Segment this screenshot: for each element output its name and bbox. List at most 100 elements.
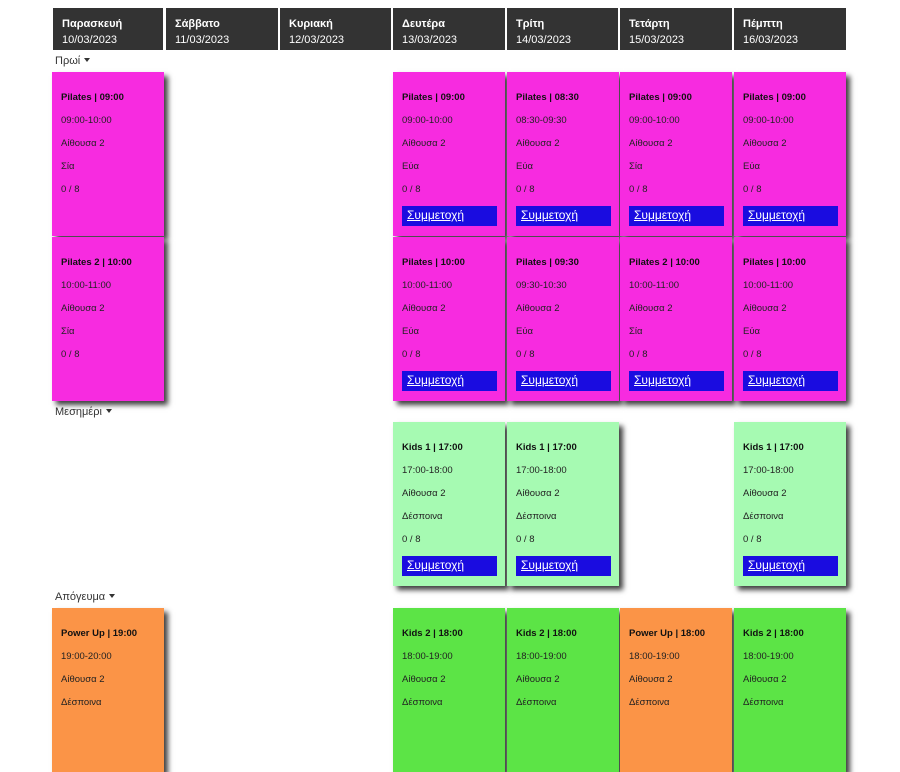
- class-capacity: 0 / 8: [61, 184, 80, 195]
- class-time: 08:30-09:30: [516, 115, 567, 126]
- class-instructor: Δέσποινα: [516, 697, 557, 708]
- class-capacity: 0 / 8: [743, 184, 762, 195]
- class-time: 17:00-18:00: [516, 465, 567, 476]
- section-label: Απόγευμα: [55, 591, 106, 603]
- class-card: Kids 2 | 18:00 18:00-19:00 Αίθουσα 2 Δέσ…: [734, 608, 846, 772]
- class-room: Αίθουσα 2: [402, 138, 446, 149]
- class-room: Αίθουσα 2: [402, 488, 446, 499]
- class-title: Kids 2 | 18:00: [516, 628, 577, 639]
- class-room: Αίθουσα 2: [629, 138, 673, 149]
- day-header-thursday: Πέμπτη 16/03/2023: [734, 8, 846, 50]
- class-room: Αίθουσα 2: [629, 674, 673, 685]
- class-room: Αίθουσα 2: [743, 674, 787, 685]
- class-card: Pilates 2 | 10:00 10:00-11:00 Αίθουσα 2 …: [620, 237, 732, 401]
- class-room: Αίθουσα 2: [516, 488, 560, 499]
- class-instructor: Σία: [629, 161, 643, 172]
- class-time: 18:00-19:00: [629, 651, 680, 662]
- class-title: Kids 1 | 17:00: [402, 442, 463, 453]
- join-button[interactable]: Συμμετοχή: [743, 206, 838, 226]
- day-date: 11/03/2023: [175, 34, 230, 46]
- class-card: Power Up | 18:00 18:00-19:00 Αίθουσα 2 Δ…: [620, 608, 732, 772]
- day-name: Πέμπτη: [743, 18, 783, 30]
- class-room: Αίθουσα 2: [629, 303, 673, 314]
- class-card: Pilates | 10:00 10:00-11:00 Αίθουσα 2 Εύ…: [734, 237, 846, 401]
- class-time: 10:00-11:00: [402, 280, 453, 291]
- class-time: 09:00-10:00: [61, 115, 112, 126]
- day-name: Κυριακή: [289, 18, 333, 30]
- class-title: Pilates | 09:00: [743, 92, 806, 103]
- class-title: Pilates | 09:00: [402, 92, 465, 103]
- join-button[interactable]: Συμμετοχή: [516, 206, 611, 226]
- day-date: 15/03/2023: [629, 34, 685, 46]
- class-time: 18:00-19:00: [402, 651, 453, 662]
- class-capacity: 0 / 8: [402, 534, 421, 545]
- class-title: Power Up | 18:00: [629, 628, 706, 639]
- day-date: 10/03/2023: [62, 34, 118, 46]
- join-button[interactable]: Συμμετοχή: [629, 371, 724, 391]
- class-time: 17:00-18:00: [743, 465, 794, 476]
- section-toggle-noon[interactable]: Μεσημέρι: [55, 406, 112, 418]
- class-card: Pilates | 09:30 09:30-10:30 Αίθουσα 2 Εύ…: [507, 237, 619, 401]
- class-title: Pilates | 09:00: [629, 92, 692, 103]
- day-name: Σάββατο: [175, 18, 220, 30]
- day-header-saturday: Σάββατο 11/03/2023: [166, 8, 278, 50]
- join-button[interactable]: Συμμετοχή: [516, 556, 611, 576]
- class-instructor: Εύα: [743, 161, 761, 172]
- class-card: Pilates | 09:00 09:00-10:00 Αίθουσα 2 Σί…: [620, 72, 732, 236]
- section-toggle-morning[interactable]: Πρωί: [55, 55, 91, 67]
- class-card: Pilates | 09:00 09:00-10:00 Αίθουσα 2 Εύ…: [734, 72, 846, 236]
- class-instructor: Δέσποινα: [743, 511, 784, 522]
- day-date: 14/03/2023: [516, 34, 572, 46]
- join-button[interactable]: Συμμετοχή: [402, 371, 497, 391]
- class-room: Αίθουσα 2: [743, 138, 787, 149]
- class-time: 18:00-19:00: [516, 651, 567, 662]
- join-button[interactable]: Συμμετοχή: [743, 371, 838, 391]
- class-time: 10:00-11:00: [629, 280, 680, 291]
- caret-down-icon: [105, 409, 112, 413]
- class-card: Pilates 2 | 10:00 10:00-11:00 Αίθουσα 2 …: [52, 237, 164, 401]
- class-time: 09:00-10:00: [402, 115, 453, 126]
- class-capacity: 0 / 8: [516, 534, 535, 545]
- class-card: Pilates | 10:00 10:00-11:00 Αίθουσα 2 Εύ…: [393, 237, 505, 401]
- day-header-monday: Δευτέρα 13/03/2023: [393, 8, 505, 50]
- class-capacity: 0 / 8: [629, 349, 648, 360]
- class-card: Kids 2 | 18:00 18:00-19:00 Αίθουσα 2 Δέσ…: [393, 608, 505, 772]
- caret-down-icon: [109, 594, 116, 598]
- join-button[interactable]: Συμμετοχή: [629, 206, 724, 226]
- class-card: Pilates | 08:30 08:30-09:30 Αίθουσα 2 Εύ…: [507, 72, 619, 236]
- join-button[interactable]: Συμμετοχή: [516, 371, 611, 391]
- join-button[interactable]: Συμμετοχή: [402, 556, 497, 576]
- class-instructor: Δέσποινα: [516, 511, 557, 522]
- class-title: Pilates | 09:00: [61, 92, 124, 103]
- class-room: Αίθουσα 2: [61, 138, 105, 149]
- class-capacity: 0 / 8: [629, 184, 648, 195]
- class-instructor: Δέσποινα: [743, 697, 784, 708]
- class-capacity: 0 / 8: [516, 184, 535, 195]
- class-instructor: Εύα: [516, 326, 534, 337]
- class-title: Pilates | 10:00: [402, 257, 465, 268]
- section-label: Πρωί: [55, 55, 81, 67]
- join-button[interactable]: Συμμετοχή: [743, 556, 838, 576]
- day-header-wednesday: Τετάρτη 15/03/2023: [620, 8, 732, 50]
- class-instructor: Εύα: [402, 161, 420, 172]
- class-time: 19:00-20:00: [61, 651, 112, 662]
- class-title: Pilates 2 | 10:00: [61, 257, 132, 268]
- class-card: Kids 1 | 17:00 17:00-18:00 Αίθουσα 2 Δέσ…: [734, 422, 846, 586]
- class-capacity: 0 / 8: [402, 184, 421, 195]
- day-name: Δευτέρα: [402, 18, 445, 30]
- class-room: Αίθουσα 2: [516, 138, 560, 149]
- class-time: 09:00-10:00: [629, 115, 680, 126]
- day-name: Τετάρτη: [629, 18, 670, 30]
- join-button[interactable]: Συμμετοχή: [402, 206, 497, 226]
- class-room: Αίθουσα 2: [516, 674, 560, 685]
- class-room: Αίθουσα 2: [516, 303, 560, 314]
- class-instructor: Εύα: [402, 326, 420, 337]
- class-card: Kids 1 | 17:00 17:00-18:00 Αίθουσα 2 Δέσ…: [393, 422, 505, 586]
- section-toggle-afternoon[interactable]: Απόγευμα: [55, 591, 116, 603]
- section-label: Μεσημέρι: [55, 406, 102, 418]
- class-time: 10:00-11:00: [743, 280, 794, 291]
- class-instructor: Δέσποινα: [402, 511, 443, 522]
- day-date: 12/03/2023: [289, 34, 345, 46]
- class-time: 10:00-11:00: [61, 280, 112, 291]
- day-header-friday: Παρασκευή 10/03/2023: [53, 8, 163, 50]
